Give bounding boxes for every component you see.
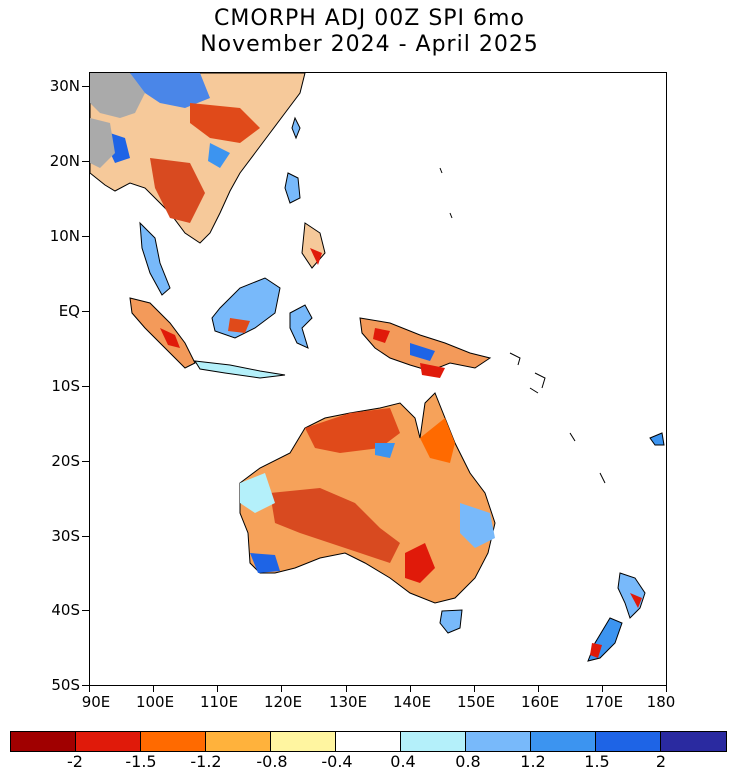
- lat-tick: [82, 311, 89, 312]
- philippines: [284, 172, 326, 269]
- australia: [239, 392, 496, 604]
- lat-tick: [82, 161, 89, 162]
- lat-label: 10S: [51, 377, 80, 395]
- colorbar-segment: [76, 732, 141, 751]
- colorbar-label: -0.4: [321, 752, 353, 771]
- colorbar-segment: [596, 732, 661, 751]
- colorbar-segment: [466, 732, 531, 751]
- colorbar-label: -2: [67, 752, 83, 771]
- lon-tick: [602, 686, 603, 692]
- sulawesi: [289, 304, 313, 349]
- lat-tick: [82, 86, 89, 87]
- lat-tick: [82, 236, 89, 237]
- lon-tick: [666, 686, 667, 692]
- lon-label: 130E: [328, 693, 368, 711]
- colorbar-label: -1.5: [125, 752, 157, 771]
- lat-label: 50S: [51, 676, 80, 694]
- southeast-asia-mainland: [90, 73, 306, 244]
- lat-tick: [82, 536, 89, 537]
- colorbar-segment: [336, 732, 401, 751]
- lon-label: 150E: [456, 693, 496, 711]
- lat-tick: [82, 685, 89, 686]
- map-panel: [89, 72, 667, 686]
- lon-label: 120E: [263, 693, 303, 711]
- map-title-line2: November 2024 - April 2025: [200, 32, 539, 57]
- lat-tick: [82, 386, 89, 387]
- lon-tick: [474, 686, 475, 692]
- colorbar-segment: [11, 732, 76, 751]
- lon-label: 160E: [520, 693, 560, 711]
- lon-tick: [153, 686, 154, 692]
- colorbar: [10, 731, 727, 752]
- lon-label: 100E: [135, 693, 175, 711]
- colorbar-segment: [661, 732, 726, 751]
- lat-label: 20S: [51, 452, 80, 470]
- lat-label: 30N: [49, 77, 80, 95]
- lat-label: 10N: [49, 227, 80, 245]
- colorbar-label: -1.2: [190, 752, 222, 771]
- lat-tick: [82, 461, 89, 462]
- lon-label: 140E: [392, 693, 432, 711]
- sumatra-malaya: [129, 221, 196, 369]
- lat-label: 40S: [51, 601, 80, 619]
- lat-label: 30S: [51, 527, 80, 545]
- colorbar-segment: [401, 732, 466, 751]
- lon-label: 180: [646, 693, 676, 711]
- lat-tick: [82, 610, 89, 611]
- colorbar-segment: [271, 732, 336, 751]
- new-guinea: [359, 317, 492, 378]
- lat-label: EQ: [58, 302, 80, 320]
- lon-tick: [346, 686, 347, 692]
- colorbar-segment: [531, 732, 596, 751]
- tasmania: [439, 609, 463, 634]
- lat-label: 20N: [49, 152, 80, 170]
- spi-map: [90, 73, 665, 662]
- colorbar-label: -0.8: [256, 752, 288, 771]
- lon-tick: [410, 686, 411, 692]
- taiwan: [291, 116, 301, 140]
- colorbar-segment: [206, 732, 271, 751]
- colorbar-label: 2: [655, 752, 667, 771]
- colorbar-segment: [141, 732, 206, 751]
- colorbar-label: 1.2: [520, 752, 546, 771]
- lon-label: 170E: [584, 693, 624, 711]
- colorbar-label: 0.8: [455, 752, 481, 771]
- java: [194, 360, 286, 379]
- lon-tick: [281, 686, 282, 692]
- lon-label: 90E: [81, 693, 111, 711]
- lon-label: 110E: [199, 693, 239, 711]
- lon-tick: [538, 686, 539, 692]
- pacific-islands: [439, 167, 665, 484]
- lon-tick: [89, 686, 90, 692]
- colorbar-label: 1.5: [584, 752, 610, 771]
- new-zealand: [587, 572, 646, 662]
- borneo: [211, 277, 281, 339]
- colorbar-label: 0.4: [390, 752, 416, 771]
- map-title-line1: CMORPH ADJ 00Z SPI 6mo: [214, 6, 525, 31]
- lon-tick: [217, 686, 218, 692]
